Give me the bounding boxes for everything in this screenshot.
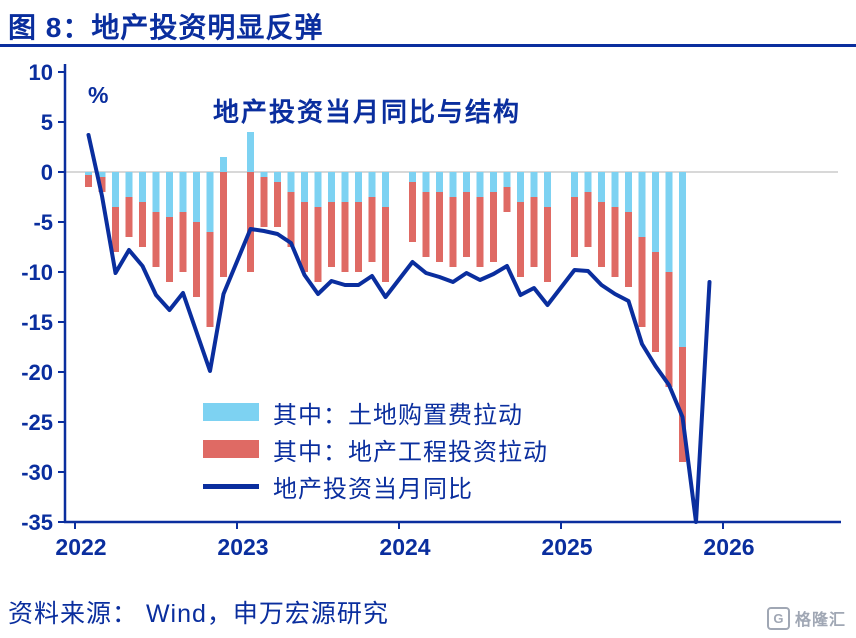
svg-text:2024: 2024: [379, 534, 430, 560]
watermark-text: 格隆汇: [794, 612, 846, 629]
svg-text:2023: 2023: [217, 534, 268, 560]
svg-text:-30: -30: [21, 460, 53, 485]
legend-swatch-total-line-icon: [203, 483, 259, 489]
chart-legend: 其中：土地购置费拉动 其中：地产工程投资拉动 地产投资当月同比: [203, 400, 548, 503]
svg-text:-5: -5: [33, 210, 53, 235]
svg-text:2025: 2025: [541, 534, 592, 560]
legend-label-total-line: 地产投资当月同比: [273, 475, 473, 503]
title-divider: [0, 44, 856, 47]
chart-title: 地产投资当月同比与结构: [213, 97, 522, 127]
svg-text:-20: -20: [21, 360, 53, 385]
legend-item-engineering: 其中：地产工程投资拉动: [203, 437, 548, 466]
legend-item-land: 其中：土地购置费拉动: [203, 400, 548, 429]
svg-text:2022: 2022: [55, 534, 106, 560]
svg-text:-35: -35: [21, 510, 53, 535]
source-note: 资料来源： Wind，申万宏源研究: [8, 600, 389, 628]
svg-text:10: 10: [29, 60, 53, 85]
gelonghui-logo-icon: G: [766, 606, 790, 630]
legend-label-engineering: 其中：地产工程投资拉动: [273, 438, 548, 466]
svg-text:2026: 2026: [703, 534, 754, 560]
svg-text:5: 5: [41, 110, 53, 135]
legend-label-land: 其中：土地购置费拉动: [273, 401, 523, 429]
svg-text:0: 0: [41, 160, 53, 185]
y-axis-unit-label: %: [88, 82, 109, 108]
svg-text:-25: -25: [21, 410, 53, 435]
legend-item-total-line: 地产投资当月同比: [203, 474, 548, 503]
legend-swatch-engineering-bar-icon: [203, 440, 259, 458]
svg-text:-10: -10: [21, 260, 53, 285]
figure-title: 图 8：地产投资明显反弹: [8, 12, 324, 43]
svg-text:-15: -15: [21, 310, 53, 335]
watermark-gelonghui: G 格隆汇: [766, 606, 846, 630]
legend-swatch-land-bar-icon: [203, 403, 259, 421]
